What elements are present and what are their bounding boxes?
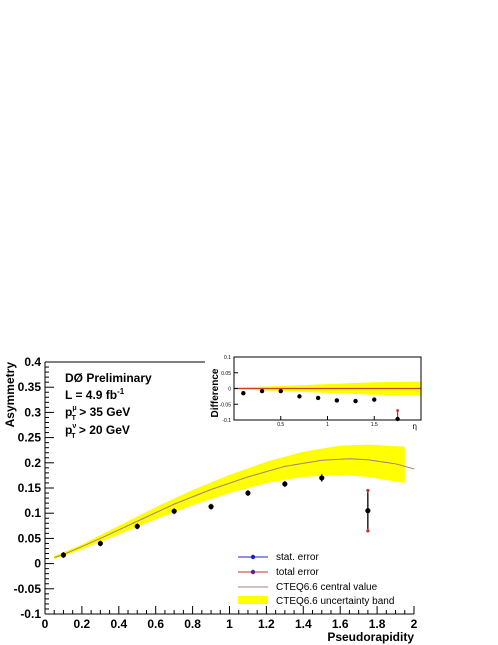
- inset-data-point: [315, 395, 321, 401]
- legend-marker-0: [250, 554, 256, 560]
- annotation-luminosity: L = 4.9 fb-1: [65, 387, 125, 402]
- x-axis-label: Pseudorapidity: [327, 630, 414, 644]
- inset-data-point: [353, 398, 358, 404]
- annotation-luminosity-value: L = 4.9 fb: [65, 388, 117, 402]
- x-tick-label: 1: [226, 617, 233, 631]
- inset-x-tick-label: 0.5: [277, 422, 284, 428]
- inset-data-point: [278, 388, 283, 394]
- annotation-muon-pt-cut-sub: T: [72, 415, 77, 422]
- annotation-muon-pt-cut: pμ T > 35 GeV: [65, 405, 130, 422]
- inset-y-label: Difference: [210, 368, 221, 417]
- error-cap: [366, 488, 370, 493]
- inset-y-tick-label: 0: [228, 387, 231, 393]
- uncertainty-band: [54, 444, 405, 560]
- legend-label-0: stat. error: [276, 552, 319, 563]
- data-point: [60, 552, 67, 558]
- x-tick-label: 1.2: [258, 617, 275, 631]
- y-tick-label: 0.15: [18, 481, 42, 495]
- legend-label-3: CTEQ6.6 uncertainty band: [276, 596, 394, 607]
- annotation-muon-pt-cut-symbol: p: [65, 405, 72, 419]
- difference-inset: 0.1 0.05 0 -0.05 -0.1 0.5 1 1.5 Difference η: [205, 351, 425, 431]
- data-point: [245, 490, 251, 496]
- data-point: [365, 508, 371, 514]
- annotation-neutrino-pt-cut: pν T > 20 GeV: [65, 423, 130, 440]
- inset-x-tick-label: 1: [326, 422, 329, 428]
- annotation-neutrino-pt-cut-sup: ν: [72, 423, 76, 430]
- inset-x-label: η: [413, 422, 417, 431]
- annotation-experiment: DØ Preliminary: [65, 371, 152, 385]
- inset-data-point: [241, 391, 246, 396]
- legend-label-2: CTEQ6.6 central value: [276, 582, 378, 593]
- central-value-line: [54, 458, 415, 559]
- data-point: [282, 481, 288, 487]
- inset-y-tick-label: -0.1: [222, 418, 231, 424]
- x-tick-label: 0: [42, 617, 49, 631]
- y-tick-label: 0.05: [18, 531, 42, 545]
- inset-error-cap: [396, 409, 400, 412]
- inset-y-tick-label: -0.05: [220, 402, 232, 408]
- y-tick-label: -0.1: [20, 607, 41, 621]
- y-tick-label: 0: [34, 557, 41, 571]
- annotation-neutrino-pt-cut-symbol: p: [65, 423, 72, 437]
- annotation-neutrino-pt-cut-sub: T: [71, 433, 76, 440]
- y-tick-label: -0.05: [14, 582, 42, 596]
- annotation-muon-pt-cut-sup: μ: [72, 405, 76, 412]
- inset-data-point: [297, 394, 302, 399]
- x-tick-label: 1.4: [295, 617, 312, 631]
- x-tick-label: 1.8: [369, 617, 386, 631]
- x-tick-label: 0.4: [110, 617, 127, 631]
- inset-data-point: [334, 398, 340, 403]
- data-point: [319, 475, 325, 481]
- x-tick-label: 0.2: [74, 617, 91, 631]
- inset-data-point: [259, 388, 265, 394]
- inset-data-point: [372, 397, 377, 402]
- legend: stat. error total error CTEQ6.6 central va…: [238, 552, 394, 607]
- data-point: [208, 504, 214, 510]
- x-tick-label: 2: [411, 617, 418, 631]
- y-tick-label: 0.35: [18, 380, 42, 394]
- inset-x-tick-label: 1.5: [371, 422, 378, 428]
- error-cap: [366, 529, 370, 533]
- annotation-luminosity-exponent: -1: [117, 387, 125, 396]
- y-tick-label: 0.1: [24, 506, 41, 520]
- y-tick-label: 0.4: [24, 355, 41, 369]
- inset-data-point: [395, 416, 400, 422]
- x-tick-label: 0.6: [147, 617, 164, 631]
- annotation-muon-pt-cut-value: > 35 GeV: [76, 405, 130, 419]
- legend-swatch-3: [238, 596, 268, 604]
- data-point: [97, 540, 103, 547]
- data-point: [171, 508, 177, 514]
- x-tick-label: 1.6: [332, 617, 349, 631]
- legend-label-1: total error: [276, 567, 319, 578]
- y-axis-label: Asymmetry: [3, 362, 17, 428]
- data-point: [134, 523, 140, 529]
- y-tick-label: 0.3: [24, 405, 41, 419]
- annotation-neutrino-pt-cut-value: > 20 GeV: [76, 423, 130, 437]
- legend-marker-1: [250, 569, 256, 575]
- y-tick-label: 0.25: [18, 431, 42, 445]
- inset-y-tick-label: 0.05: [221, 371, 231, 377]
- x-tick-label: 0.8: [184, 617, 201, 631]
- inset-y-tick-label: 0.1: [224, 355, 231, 361]
- y-tick-label: 0.2: [24, 456, 41, 470]
